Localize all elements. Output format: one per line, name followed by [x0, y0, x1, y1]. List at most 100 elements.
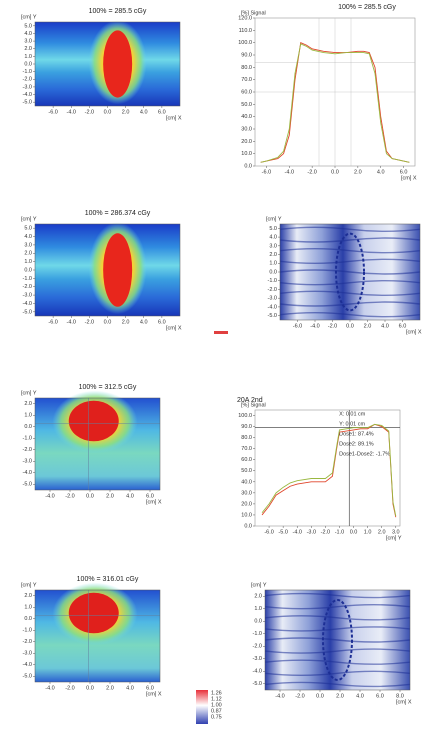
x-axis-label: [cm] X [166, 115, 182, 121]
annotation: Y: 0.01 cm [339, 421, 365, 427]
gamma-texture [279, 247, 421, 254]
x-tick-label: 0.0 [331, 169, 339, 175]
x-tick-label: 4.0 [126, 685, 134, 691]
x-tick-label: -6.0 [48, 109, 57, 115]
y-tick-label: 1.0 [24, 54, 32, 60]
chart-title: 20A 2nd [237, 397, 263, 404]
y-tick-label: -4.0 [253, 669, 262, 675]
y-tick-label: 50.0 [241, 468, 252, 474]
plot-frame [34, 589, 161, 683]
x-tick-label: -5.0 [278, 529, 287, 535]
x-tick-label: 4.0 [140, 109, 148, 115]
annotation: Dose1: 87.4% [339, 431, 374, 437]
y-tick-label: -4.0 [268, 304, 277, 310]
y-tick-label: -1.0 [253, 631, 262, 637]
y-tick-label: -1.0 [23, 628, 32, 634]
chart-title: 100% = 316.01 cGy [77, 576, 139, 583]
y-tick-label: -2.0 [23, 77, 32, 83]
y-tick-label: 70.0 [241, 77, 252, 83]
x-tick-label: -4.0 [67, 319, 76, 325]
color-scale-label: 0.87 [211, 708, 222, 714]
x-axis-label: [cm] X [401, 175, 417, 181]
gamma-region [335, 232, 365, 312]
y-tick-label: 0.0 [244, 163, 252, 169]
y-tick-label: 70.0 [241, 446, 252, 452]
x-axis-label: [cm] Y [386, 535, 402, 541]
x-tick-label: 2.0 [364, 323, 372, 329]
gamma-texture [279, 226, 421, 233]
gamma-texture [279, 237, 421, 243]
y-tick-label: 40.0 [241, 114, 252, 120]
x-tick-label: -2.0 [307, 169, 316, 175]
x-tick-label: 0.0 [104, 319, 112, 325]
y-tick-label: 20.0 [241, 501, 252, 507]
x-tick-label: 8.0 [396, 693, 404, 699]
y-tick-label: 4.0 [269, 235, 277, 241]
x-axis-label: [cm] X [146, 691, 162, 697]
x-tick-label: -2.0 [85, 319, 94, 325]
x-tick-label: -4.0 [292, 529, 301, 535]
x-tick-label: 6.0 [376, 693, 384, 699]
y-tick-label: -2.0 [268, 287, 277, 293]
y-tick-label: 1.0 [24, 413, 32, 419]
y-tick-label: 100.0 [238, 413, 252, 419]
y-tick-label: 90.0 [241, 424, 252, 430]
y-tick-label: -3.0 [23, 84, 32, 90]
annotation: X: 0.01 cm [339, 411, 366, 417]
y-tick-label: -4.0 [23, 470, 32, 476]
y-tick-label: 0.0 [24, 424, 32, 430]
y-tick-label: -2.0 [253, 644, 262, 650]
x-tick-label: 6.0 [158, 109, 166, 115]
gamma-texture [279, 311, 421, 318]
y-tick-label: -4.0 [23, 92, 32, 98]
y-tick-label: 110.0 [239, 28, 252, 34]
x-tick-label: 2.0 [106, 685, 114, 691]
panel: 5.04.03.02.01.00.0-1.0-2.0-3.0-4.0-5.0-6… [21, 8, 182, 122]
y-tick-label: 3.0 [24, 39, 32, 45]
x-tick-label: -6.0 [293, 323, 302, 329]
y-tick-label: 0.0 [24, 61, 32, 67]
gamma-texture [264, 681, 411, 688]
gamma-texture [264, 615, 411, 621]
dose-map-core [103, 233, 133, 307]
x-tick-label: 4.0 [377, 169, 385, 175]
x-axis-label: [cm] X [396, 699, 412, 705]
x-tick-label: -3.0 [307, 529, 316, 535]
chart-title: 100% = 286.374 cGy [85, 210, 151, 217]
y-tick-label: 120.0 [238, 15, 252, 21]
panel: 5.04.03.02.01.00.0-1.0-2.0-3.0-4.0-5.0-6… [21, 210, 182, 332]
color-scale-label: 1.00 [211, 702, 222, 708]
color-scale: 1.261.121.000.870.75 [196, 690, 222, 724]
x-tick-label: -2.0 [321, 529, 330, 535]
profile-line [260, 42, 410, 163]
y-tick-label: 2.0 [254, 594, 262, 600]
x-tick-label: -2.0 [65, 493, 74, 499]
x-tick-label: -4.0 [45, 685, 54, 691]
gamma-region [322, 599, 353, 681]
x-tick-label: -6.0 [262, 169, 271, 175]
x-tick-label: 6.0 [146, 685, 154, 691]
y-tick-label: 0.0 [24, 267, 32, 273]
y-tick-label: -5.0 [23, 674, 32, 680]
profile-line [260, 43, 410, 163]
x-tick-label: 6.0 [399, 323, 407, 329]
annotation: Dose2: 89.1% [339, 441, 374, 447]
gamma-texture [279, 269, 421, 275]
color-scale-bar [196, 690, 208, 724]
x-tick-label: 2.0 [378, 529, 386, 535]
dose-map-core [68, 592, 119, 634]
x-tick-label: -4.0 [275, 693, 284, 699]
y-tick-label: -1.0 [268, 278, 277, 284]
x-tick-label: 0.0 [350, 529, 358, 535]
y-tick-label: 30.0 [241, 126, 252, 132]
y-axis-label: [cm] Y [251, 582, 267, 588]
y-tick-label: 0.0 [254, 619, 262, 625]
y-tick-label: -5.0 [23, 100, 32, 106]
y-tick-label: -4.0 [23, 662, 32, 668]
y-tick-label: 100.0 [238, 40, 252, 46]
gamma-texture [264, 648, 411, 654]
y-tick-label: 4.0 [24, 234, 32, 240]
x-tick-label: -2.0 [85, 109, 94, 115]
y-tick-label: 2.0 [24, 401, 32, 407]
annotation: Dose1-Dose2: -1.7% [339, 451, 390, 457]
